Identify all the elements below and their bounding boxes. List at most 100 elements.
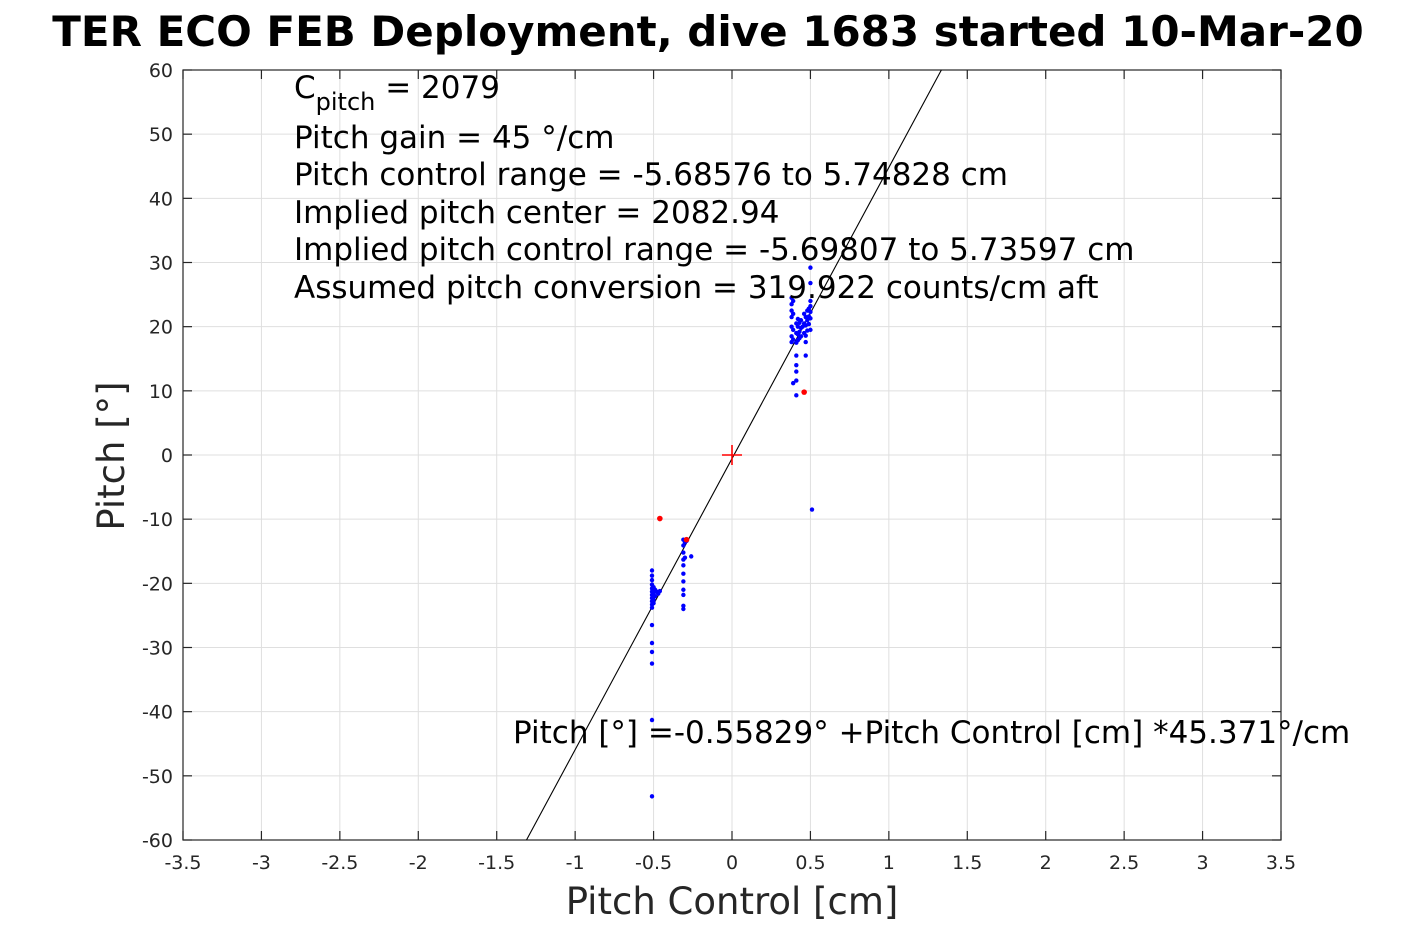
data-point	[649, 568, 655, 573]
data-point	[794, 369, 799, 374]
center-marker	[722, 445, 742, 465]
data-point	[681, 579, 686, 584]
data-point	[681, 571, 686, 576]
annotation-line: Assumed pitch conversion = 319.922 count…	[294, 270, 1099, 306]
data-point	[808, 316, 813, 321]
data-point	[808, 303, 813, 309]
annotation-line: Implied pitch center = 2082.94	[294, 195, 779, 231]
data-point	[649, 577, 655, 583]
flagged-point	[657, 515, 663, 522]
data-point	[651, 597, 656, 603]
cpitch-annotation: Cpitch = 2079	[294, 70, 500, 116]
data-point	[681, 587, 686, 592]
data-point	[649, 573, 655, 578]
data-point	[649, 649, 655, 655]
data-point	[657, 588, 663, 594]
y-tick-label: 20	[149, 317, 173, 339]
y-axis-label: Pitch [°]	[90, 381, 133, 530]
y-tick-label: 50	[149, 124, 173, 146]
cpitch-main: C	[294, 70, 316, 106]
data-point	[681, 563, 686, 568]
data-point	[790, 327, 796, 333]
annotation-line: Pitch gain = 45 °/cm	[294, 120, 614, 156]
data-point	[790, 298, 796, 304]
x-tick-label: 1.5	[952, 852, 982, 874]
data-point	[794, 362, 799, 368]
x-tick-label: -2	[409, 852, 428, 874]
x-tick-label: -1	[566, 852, 585, 874]
data-point	[809, 507, 815, 512]
chart-title: TER ECO FEB Deployment, dive 1683 starte…	[52, 7, 1363, 56]
flagged-point	[801, 389, 807, 395]
data-point	[806, 321, 812, 327]
data-point	[790, 337, 796, 342]
x-tick-label: -1.5	[478, 852, 515, 874]
annotation-line: Implied pitch control range = -5.69807 t…	[294, 232, 1134, 268]
grid	[182, 69, 1282, 841]
y-tick-label: -40	[142, 702, 173, 724]
x-tick-label: 2.5	[1109, 852, 1139, 874]
data-point	[681, 592, 686, 598]
data-point	[681, 606, 686, 612]
fit-equation: Pitch [°] =-0.55829° +Pitch Control [cm]…	[513, 715, 1350, 751]
data-point	[681, 550, 686, 555]
data-point	[649, 640, 655, 646]
y-tick-label: 40	[149, 188, 173, 210]
data-point	[649, 661, 655, 666]
ticks	[182, 69, 1282, 841]
data-points	[649, 265, 815, 799]
data-point	[803, 333, 808, 338]
data-point	[649, 794, 655, 799]
data-point	[681, 603, 686, 608]
x-tick-label: -0.5	[635, 852, 672, 874]
x-tick-label: -3	[252, 852, 271, 874]
data-point	[808, 327, 813, 333]
x-tick-label: 0.5	[795, 852, 825, 874]
flagged-point	[683, 536, 690, 543]
data-point	[649, 622, 655, 628]
data-point	[803, 339, 808, 345]
data-point	[790, 311, 796, 317]
y-tick-label: -30	[142, 638, 173, 660]
data-point	[798, 334, 804, 339]
y-tick-label: -50	[142, 766, 173, 788]
y-tick-label: -10	[142, 509, 173, 531]
y-tick-label: 0	[161, 445, 173, 467]
data-point	[689, 554, 694, 559]
data-point	[803, 353, 808, 358]
y-tick-label: 60	[149, 60, 173, 82]
data-point	[790, 380, 796, 386]
data-point	[794, 393, 799, 398]
x-tick-label: 2	[1040, 852, 1052, 874]
x-tick-label: -2.5	[321, 852, 358, 874]
data-point	[808, 309, 813, 315]
data-point	[649, 605, 655, 610]
data-point	[649, 717, 655, 723]
x-tick-label: 1	[883, 852, 895, 874]
data-point	[682, 555, 688, 560]
x-tick-label: 0	[726, 852, 738, 874]
data-point	[652, 593, 658, 599]
x-axis-label: Pitch Control [cm]	[566, 880, 899, 923]
cpitch-value: = 2079	[375, 70, 500, 106]
x-tick-label: 3.5	[1266, 852, 1296, 874]
annotation-line: Pitch control range = -5.68576 to 5.7482…	[294, 157, 1008, 193]
data-point	[798, 318, 804, 323]
data-point	[808, 265, 813, 270]
data-point	[808, 298, 813, 304]
x-tick-label: -3.5	[164, 852, 201, 874]
y-tick-label: 30	[149, 253, 173, 275]
cpitch-subscript: pitch	[316, 88, 376, 116]
x-tick-label: 3	[1197, 852, 1209, 874]
data-point	[794, 353, 799, 358]
data-point	[651, 601, 656, 606]
y-tick-label: -20	[142, 573, 173, 595]
tick-labels: -3.5 -3 -2.5 -2 -1.5 -1 -0.5 0 0.5 1 1.5 2 2.5 3 3.5 -6…	[142, 60, 1296, 874]
data-point	[808, 280, 813, 286]
y-tick-label: 10	[149, 381, 173, 403]
data-point	[794, 378, 799, 383]
data-point	[797, 329, 802, 334]
y-tick-label: -60	[142, 830, 173, 852]
